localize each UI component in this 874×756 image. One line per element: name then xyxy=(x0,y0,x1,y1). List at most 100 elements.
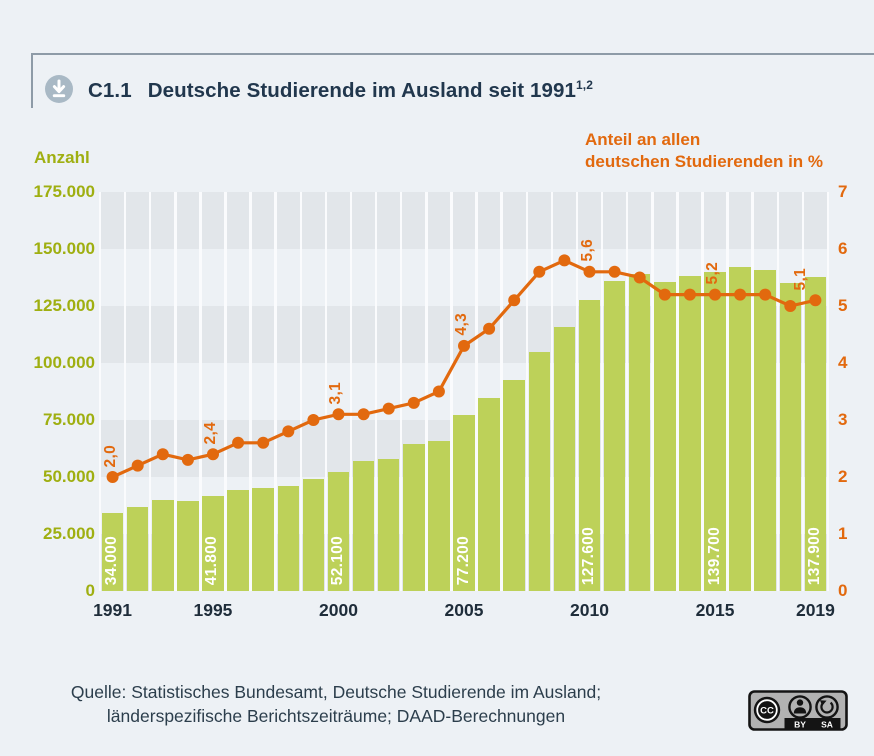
column-separator xyxy=(500,192,503,591)
share-dot-1991 xyxy=(106,471,119,483)
share-dot-1998 xyxy=(282,425,295,438)
share-dot-2005 xyxy=(458,339,470,352)
share-dot-2004 xyxy=(432,385,445,398)
bar-2016 xyxy=(729,267,751,591)
bar-1999 xyxy=(302,479,325,591)
column-separator xyxy=(374,192,378,591)
x-tick-1995: 1995 xyxy=(193,600,233,620)
column-separator xyxy=(349,192,353,591)
bar-2004 xyxy=(428,440,450,591)
share-dot-2000 xyxy=(332,408,345,421)
bar-2013 xyxy=(654,282,676,591)
share-line-layer xyxy=(106,254,822,483)
column-separator xyxy=(174,192,177,591)
cc-by-sa-badge[interactable]: CC BY SA xyxy=(748,690,848,731)
line-value-label-1991: 2,0 xyxy=(101,444,119,467)
column-separator xyxy=(600,192,604,591)
column-separator xyxy=(249,192,252,591)
right-axis-title: Anteil an allen deutschen Studierenden i… xyxy=(585,129,823,173)
bar-2008 xyxy=(528,351,551,591)
bar-1993 xyxy=(152,499,174,591)
share-dot-2007 xyxy=(508,294,521,307)
column-separator xyxy=(701,192,704,591)
bar-1998 xyxy=(277,486,300,591)
column-separator xyxy=(801,192,805,591)
x-tick-2005: 2005 xyxy=(444,600,484,620)
x-tick-2015: 2015 xyxy=(695,600,735,620)
right-tick-5: 5 xyxy=(838,296,848,315)
share-dot-2012 xyxy=(633,271,646,284)
share-dot-1997 xyxy=(257,436,270,449)
bar-2005 xyxy=(453,414,475,591)
left-tick-150.000: 150.000 xyxy=(33,239,95,258)
share-dot-1999 xyxy=(307,414,320,426)
share-dot-2014 xyxy=(683,288,696,301)
share-dot-2015 xyxy=(709,288,721,301)
share-dot-2003 xyxy=(407,396,420,409)
column-separator xyxy=(224,192,227,591)
plot-area: 34.000 41.800 52.100 77.200 127.600 139.700 13… xyxy=(98,192,830,591)
column-separator xyxy=(826,192,830,591)
bar-2010 xyxy=(578,300,601,591)
right-tick-6: 6 xyxy=(838,239,848,258)
right-tick-7: 7 xyxy=(838,182,848,201)
bar-1995 xyxy=(202,495,224,591)
share-dot-1994 xyxy=(181,453,194,466)
left-tick-175.000: 175.000 xyxy=(33,182,95,201)
column-separator xyxy=(299,192,303,591)
column-separator xyxy=(676,192,679,591)
right-tick-4: 4 xyxy=(838,353,848,372)
column-separator xyxy=(123,192,127,591)
line-value-label-2000: 3,1 xyxy=(327,381,345,405)
share-dot-2019 xyxy=(809,294,822,307)
line-value-label-2015: 5,2 xyxy=(704,262,722,285)
column-separator xyxy=(475,192,478,591)
left-axis-title: Anzahl xyxy=(34,148,90,167)
bar-1991 xyxy=(101,513,124,591)
right-tick-3: 3 xyxy=(838,410,848,429)
column-separator xyxy=(274,192,277,591)
line-value-label-2019: 5,1 xyxy=(792,267,810,291)
column-separator xyxy=(776,192,780,591)
column-separator xyxy=(399,192,403,591)
top-rule xyxy=(31,53,874,55)
figure-code: C1.1 xyxy=(88,78,132,102)
right-tick-0: 0 xyxy=(838,581,848,600)
bar-2003 xyxy=(403,443,425,591)
share-dot-2016 xyxy=(734,288,747,301)
column-separator xyxy=(199,192,202,591)
figure-title-footnote-marker: 1,2 xyxy=(576,78,593,92)
left-tick-0: 0 xyxy=(85,581,95,600)
x-tick-2010: 2010 xyxy=(570,600,609,620)
column-separator xyxy=(98,192,102,591)
figure-title-text: Deutsche Studierende im Ausland seit 199… xyxy=(147,78,576,102)
column-separator xyxy=(550,192,554,591)
line-value-label-2005: 4,3 xyxy=(453,313,470,336)
share-dot-2011 xyxy=(608,265,621,278)
bar-2000 xyxy=(327,472,350,591)
line-value-label-1995: 2,4 xyxy=(201,421,219,445)
bar-2018 xyxy=(779,283,802,591)
share-dot-1992 xyxy=(131,459,144,472)
column-separator xyxy=(450,192,453,591)
figure-title: C1.1 Deutsche Studierende im Ausland seit… xyxy=(88,78,593,103)
column-separator xyxy=(575,192,579,591)
bar-2017 xyxy=(754,269,776,591)
column-separator xyxy=(425,192,428,591)
download-icon[interactable] xyxy=(44,74,74,104)
x-tick-1991: 1991 xyxy=(93,600,133,620)
sa-icon: SA xyxy=(815,695,839,729)
bar-2006 xyxy=(478,398,500,591)
bar-2001 xyxy=(352,461,375,591)
share-dot-2009 xyxy=(558,254,571,267)
left-tick-50.000: 50.000 xyxy=(43,467,95,486)
left-tick-100.000: 100.000 xyxy=(33,353,95,372)
column-separator xyxy=(324,192,328,591)
share-dot-2013 xyxy=(658,288,671,301)
cc-icon: CC xyxy=(753,696,781,724)
line-value-label-2010: 5,6 xyxy=(578,239,596,262)
column-separator xyxy=(625,192,629,591)
grid-band xyxy=(100,192,828,249)
bar-2009 xyxy=(553,326,576,591)
